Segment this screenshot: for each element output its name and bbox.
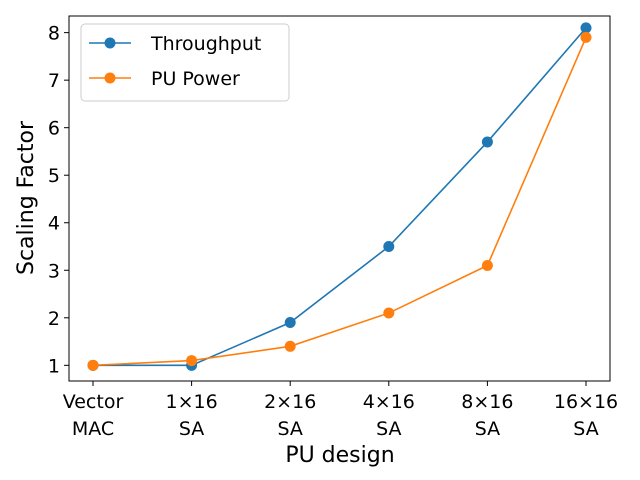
throughput-point: [284, 317, 296, 329]
x-tick-label-line: 8×16: [461, 391, 513, 413]
throughput-point: [481, 136, 493, 148]
plot-area: [68, 15, 611, 382]
x-axis-ticks: Vector MAC 1×16 SA 2×16 SA 4×16 SA 8×16 SA 16×16 SA: [63, 381, 618, 440]
y-tick-label: 8: [48, 23, 60, 45]
x-tick-label: 2×16 SA: [264, 391, 316, 440]
x-tick-label: 1×16 SA: [166, 391, 218, 440]
y-tick-label: 3: [48, 260, 60, 282]
y-tick-label: 4: [48, 213, 60, 235]
pu-power-point: [580, 31, 592, 43]
throughput-point: [580, 22, 592, 34]
x-tick-label-line: SA: [573, 418, 598, 440]
x-axis-title: PU design: [285, 443, 394, 468]
pu-power-point: [284, 340, 296, 352]
x-tick-label-line: Vector: [63, 391, 124, 413]
x-tick-label-line: SA: [376, 418, 401, 440]
pu-power-point: [87, 359, 99, 371]
y-tick-label: 6: [48, 118, 60, 140]
x-tick-label: Vector MAC: [63, 391, 124, 440]
y-tick-label: 7: [48, 70, 60, 92]
x-tick-label: 16×16 SA: [554, 391, 618, 440]
x-tick-label-line: 2×16: [264, 391, 316, 413]
legend-throughput-marker: [104, 37, 116, 49]
legend-throughput-label: Throughput: [150, 33, 261, 55]
pu-power-point: [186, 355, 198, 367]
axes-frame: [68, 15, 611, 382]
x-tick-label-line: 1×16: [166, 391, 218, 413]
x-tick-label-line: MAC: [72, 418, 114, 440]
pu-power-line: [92, 37, 587, 367]
x-tick-label-line: 4×16: [363, 391, 415, 413]
pu-power-point: [481, 260, 493, 272]
series-layer: [87, 22, 592, 371]
x-tick-label-line: SA: [179, 418, 204, 440]
pu-power-point: [383, 307, 395, 319]
y-axis-ticks: 1 2 3 4 5 6 7 8: [48, 23, 69, 377]
y-tick-label: 5: [48, 165, 60, 187]
throughput-point: [383, 241, 395, 253]
x-tick-label: 4×16 SA: [363, 391, 415, 440]
throughput-line: [93, 27, 587, 367]
x-tick-label-line: SA: [475, 418, 500, 440]
y-tick-label: 2: [48, 308, 60, 330]
legend-pu-power-marker: [104, 72, 116, 84]
y-axis-title: Scaling Factor: [14, 120, 39, 275]
legend-box: [80, 23, 290, 102]
legend: Throughput PU Power: [80, 23, 290, 102]
legend-pu-power-label: PU Power: [151, 68, 240, 90]
x-tick-label: 8×16 SA: [461, 391, 513, 440]
x-tick-label-line: SA: [277, 418, 302, 440]
x-tick-label-line: 16×16: [554, 391, 618, 413]
y-tick-label: 1: [48, 355, 60, 377]
